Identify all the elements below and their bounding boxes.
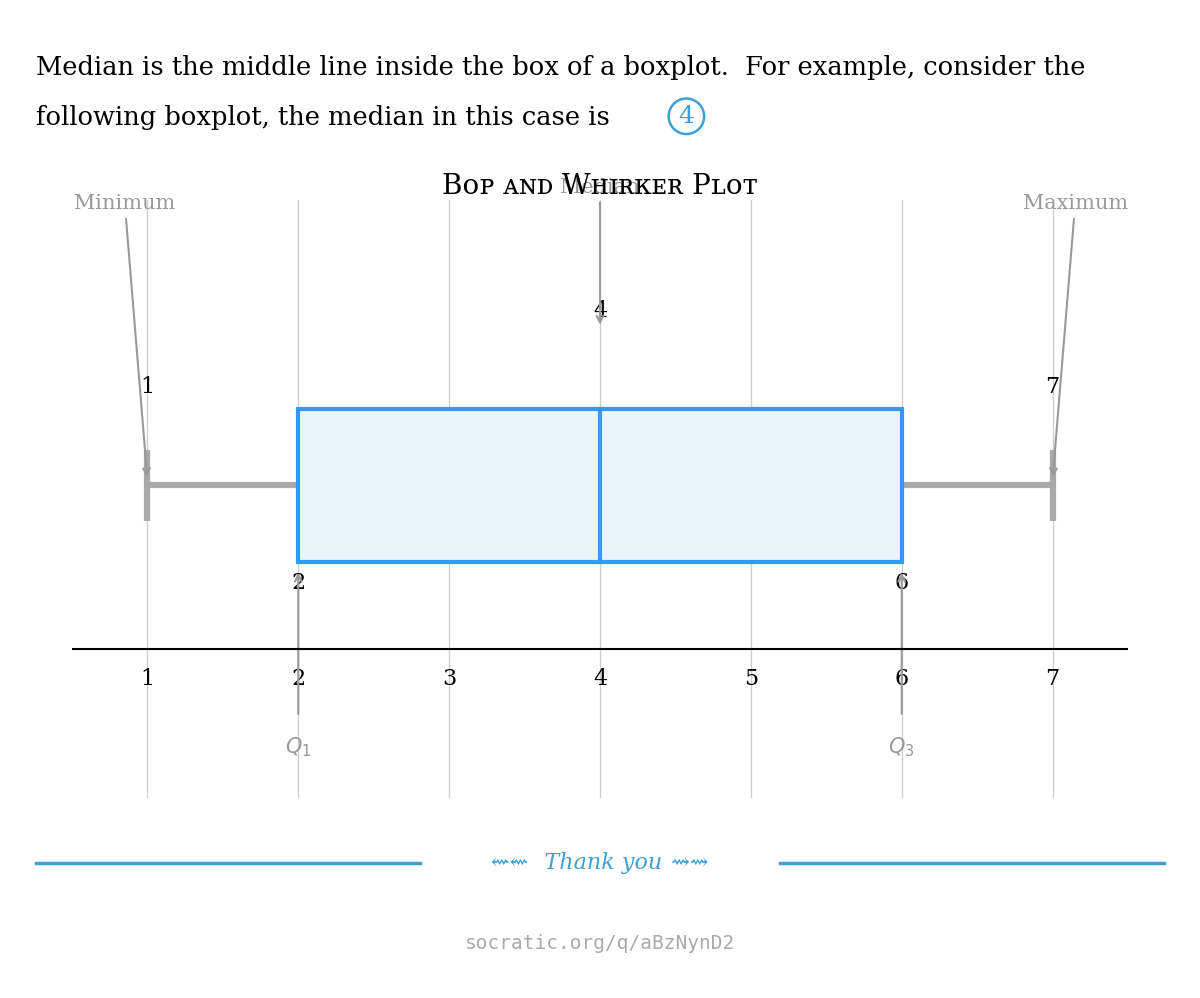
Text: ⇜⇜   Thank you  ⇝⇝: ⇜⇜ Thank you ⇝⇝ bbox=[491, 852, 709, 874]
Text: Median: Median bbox=[560, 178, 640, 322]
Text: 1: 1 bbox=[140, 668, 155, 690]
Text: 5: 5 bbox=[744, 668, 758, 690]
Text: 7: 7 bbox=[1045, 668, 1060, 690]
Text: Minimum: Minimum bbox=[74, 195, 175, 475]
Text: 2: 2 bbox=[292, 573, 305, 595]
Text: Median is the middle line inside the box of a boxplot.  For example, consider th: Median is the middle line inside the box… bbox=[36, 55, 1086, 80]
Text: following boxplot, the median in this case is: following boxplot, the median in this ca… bbox=[36, 105, 610, 130]
Text: $Q_1$: $Q_1$ bbox=[286, 736, 312, 759]
Text: 3: 3 bbox=[442, 668, 456, 690]
Text: 6: 6 bbox=[895, 668, 908, 690]
Text: Bᴏᴘ ᴀɴᴅ Wʜɪʀᴋᴇʀ Pʟᴏᴛ: Bᴏᴘ ᴀɴᴅ Wʜɪʀᴋᴇʀ Pʟᴏᴛ bbox=[442, 173, 758, 200]
Text: 4: 4 bbox=[593, 300, 607, 322]
Text: $Q_3$: $Q_3$ bbox=[888, 736, 914, 759]
Text: 1: 1 bbox=[140, 376, 155, 398]
Bar bbox=[299, 409, 901, 562]
Text: Maximum: Maximum bbox=[1022, 195, 1128, 475]
Text: socratic.org/q/aBzNynD2: socratic.org/q/aBzNynD2 bbox=[464, 933, 736, 953]
Text: 7: 7 bbox=[1045, 376, 1060, 398]
Text: 4: 4 bbox=[593, 668, 607, 690]
Text: 2: 2 bbox=[292, 668, 305, 690]
Text: 4: 4 bbox=[678, 105, 695, 128]
Text: 6: 6 bbox=[895, 573, 908, 595]
